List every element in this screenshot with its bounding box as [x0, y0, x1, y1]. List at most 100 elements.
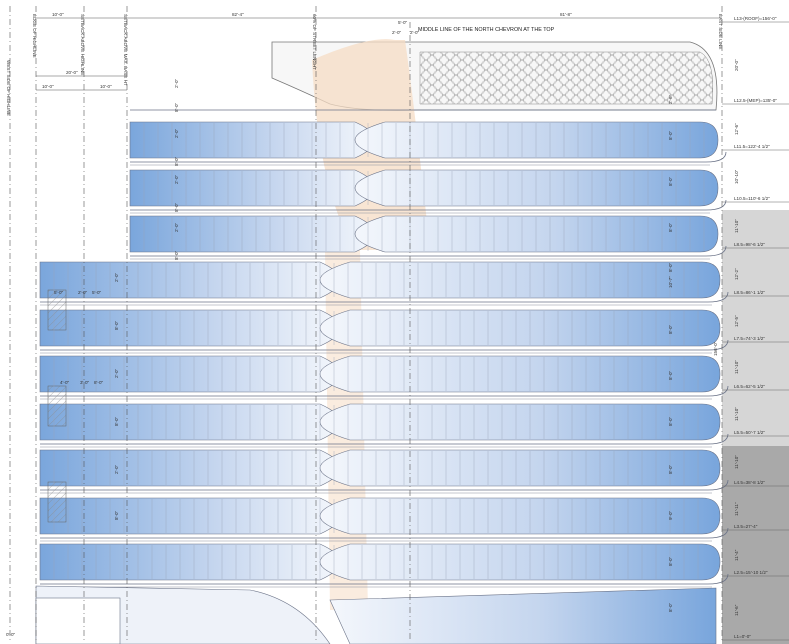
total-height-dim: 156'-0": [713, 341, 718, 356]
dim-inset: 8'-0": [94, 380, 104, 385]
glass-right-u2: [354, 215, 719, 253]
hatch-block-0: [47, 289, 67, 331]
level-label: L1=0'-0": [734, 634, 751, 639]
glass-right-l3: [319, 403, 721, 441]
level-band-lower: [722, 446, 789, 644]
dim-inset: 5'-0": [92, 290, 102, 295]
level-label: L7.5=74'-3 1/2": [734, 336, 765, 341]
dim-inset: 3'-0": [80, 380, 90, 385]
dim-left: 2'-0": [174, 222, 179, 232]
dim-inset: 5'-0": [54, 290, 64, 295]
glass-left-l1: [39, 309, 341, 347]
label-setback-highline: SETBACK ABOVE HIGHLINE: [80, 14, 85, 75]
slab-edge-l0: [40, 291, 729, 303]
dim-left: 2'-0": [114, 272, 119, 282]
glass-left-l6: [39, 543, 341, 581]
glass-left-u2: [129, 215, 376, 253]
level-label: L12.5-(MEP)=135'-0": [734, 98, 777, 103]
dim-right: 8'-0": [668, 556, 673, 566]
level-gap: 12'-2": [734, 268, 739, 280]
dim-right: 8'-0": [668, 130, 673, 140]
level-label: L8.5=86'-1 1/2": [734, 290, 765, 295]
slab-edge-u0: [130, 151, 727, 163]
label-setback-base: SETBACK ABOVE MAX. BASE HT: [123, 14, 128, 86]
origin-label: 0'-0": [6, 632, 16, 637]
level-label: L5.5=50'-7 1/2": [734, 430, 765, 435]
dim-top-1: 10'-0": [52, 12, 64, 17]
dim-top-8: 10'-0": [42, 84, 54, 89]
dim-top-5: 2'-0": [392, 30, 402, 35]
dim-left: 2'-0": [114, 464, 119, 474]
dim-right: 8'-0": [668, 176, 673, 186]
dim-top-2: 82'-4": [232, 12, 244, 17]
slab-edge-l4: [40, 479, 729, 491]
level-label: L11.5=122'-4 1/2": [734, 144, 770, 149]
dim-left: 8'-0": [114, 320, 119, 330]
level-label: L8.5=98'-6 1/2": [734, 242, 765, 247]
level-gap: 11'-10": [734, 455, 739, 469]
level-gap: 11'-10": [734, 360, 739, 374]
dim-top-6: 2'-0": [410, 30, 420, 35]
floor-plates: [35, 109, 729, 644]
dim-left: 2'-0": [174, 128, 179, 138]
dim-right: 8'-0": [668, 222, 673, 232]
glass-left-l4: [39, 449, 341, 487]
level-gap: 11'-11": [734, 502, 739, 516]
dim-left: 8'-0": [174, 156, 179, 166]
label-edge-highline: EDGE OF HIGHLINE: [32, 14, 37, 58]
label-west-highline: WEST SIDE OF HIGHLINE: [6, 60, 11, 116]
dim-left: 8'-0": [174, 202, 179, 212]
glass-right-u0: [354, 121, 719, 159]
dim-top-7: 20'-0": [66, 70, 78, 75]
ground-glass: [329, 587, 717, 644]
dim-top-4: 5'-0": [398, 20, 408, 25]
glass-right-l2: [319, 355, 721, 393]
dim-top-9: 10'-0": [100, 84, 112, 89]
hatch-block-1: [47, 385, 67, 427]
glass-left-l2: [39, 355, 341, 393]
level-gap: 11'-6": [734, 604, 739, 616]
level-gap: 11'-10": [734, 407, 739, 421]
label-street-light: 60% OF STREET LENGHT: [312, 14, 317, 70]
dim-left: 8'-0": [114, 416, 119, 426]
dim-right: 8'-0": [668, 416, 673, 426]
dim-left: 8'-0": [114, 510, 119, 520]
dim-left: 2'-0": [174, 78, 179, 88]
dim-left: 2'-0": [114, 368, 119, 378]
level-label: L4.5=38'-8 1/2": [734, 480, 765, 485]
glass-right-u1: [354, 169, 719, 207]
dim-right: 8'-0": [668, 370, 673, 380]
dim-right: 10'-7": [668, 276, 673, 288]
level-label: L10.5=110'-6 1/2": [734, 196, 770, 201]
level-band-upper: [722, 210, 789, 446]
level-gap: 12'-6": [734, 123, 739, 135]
level-gap: 11'-10": [734, 219, 739, 233]
dim-inset: 4'-0": [60, 380, 70, 385]
glass-right-l4: [319, 449, 721, 487]
dim-left: 2'-0": [174, 174, 179, 184]
label-east-line: EAST SIDE LINE: [718, 14, 723, 49]
glass-right-l0: [319, 261, 721, 299]
ground-entry: [35, 597, 121, 644]
glass-left-l5: [39, 497, 341, 535]
dim-right: 8'-0": [668, 262, 673, 272]
dim-top-3: 81'-8": [560, 12, 572, 17]
drawing-title: MIDDLE LINE OF THE NORTH CHEVRON AT THE …: [418, 27, 555, 33]
level-labels: L13-(ROOF)=156'-0" 20'-0" L12.5-(MEP)=135'…: [722, 16, 789, 641]
level-label: L2.5=15'-10 1/2": [734, 570, 768, 575]
level-gap: 12'-5": [734, 315, 739, 327]
dim-right: 2'-6": [668, 94, 673, 104]
glass-right-l6: [319, 543, 721, 581]
level-label: L13-(ROOF)=156'-0": [734, 16, 777, 21]
glass-left-l3: [39, 403, 341, 441]
level-gap: 10'-10": [734, 169, 739, 184]
glass-right-l5: [319, 497, 721, 535]
dim-right: 9'-0": [668, 510, 673, 520]
dim-inset: 2'-0": [78, 290, 88, 295]
glass-right-l1: [319, 309, 721, 347]
level-label: L3.5=27'-4": [734, 524, 758, 529]
side-dimensions: 2'-6" 8'-0" 8'-0" 8'-0" 8'-0" 10'-7" 8'-0" 8'-0…: [54, 78, 673, 612]
hex-screen: [419, 51, 713, 105]
dim-right: 8'-0": [668, 464, 673, 474]
dim-left: 8'-0": [174, 102, 179, 112]
